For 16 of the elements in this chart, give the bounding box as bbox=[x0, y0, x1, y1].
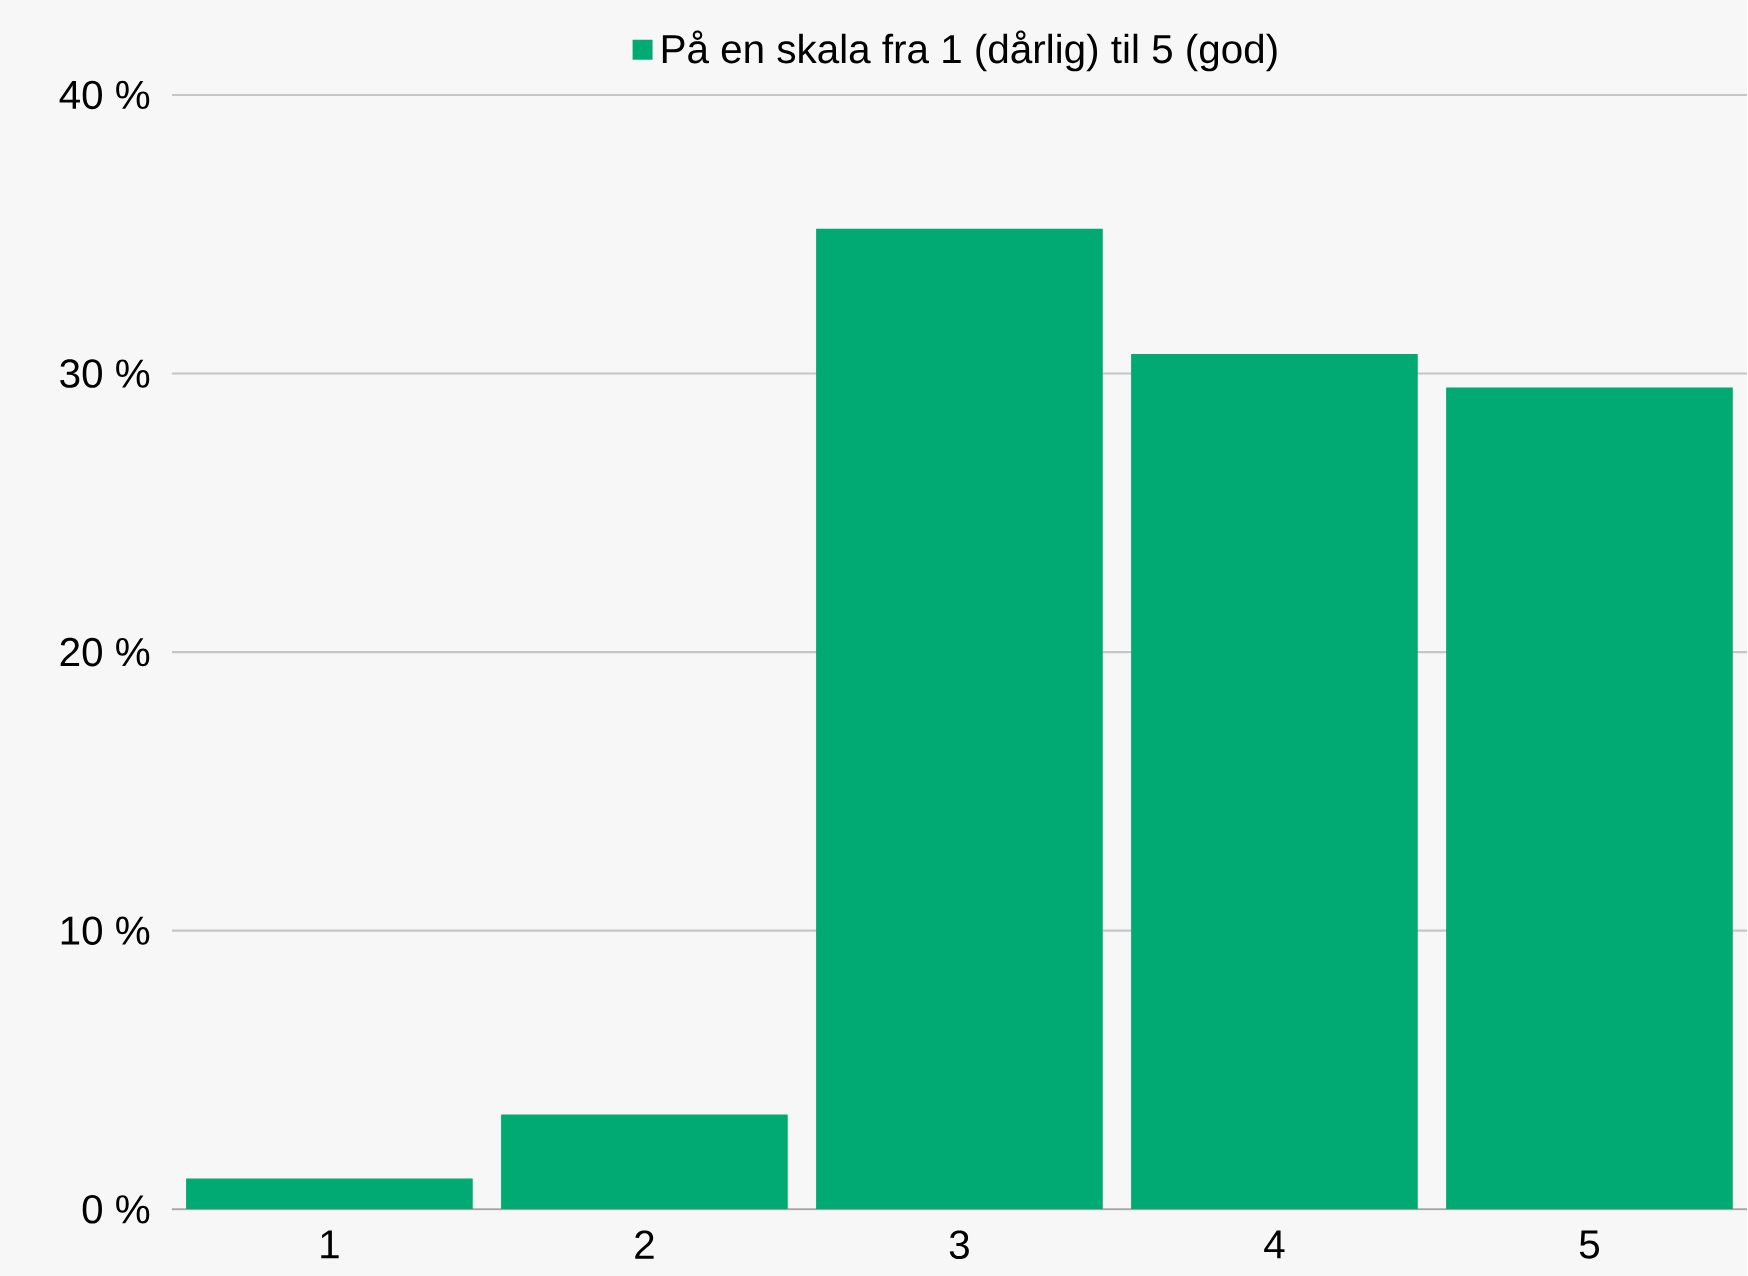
y-tick-label: 0 % bbox=[82, 1194, 150, 1224]
y-tick-label: 20 % bbox=[60, 637, 150, 667]
y-tick-label: 30 % bbox=[60, 359, 150, 388]
legend-label: På en skala fra 1 (dårlig) til 5 (god) bbox=[662, 30, 1277, 72]
x-tick-label: 4 bbox=[1264, 1230, 1285, 1259]
y-tick-label: 10 % bbox=[61, 916, 150, 945]
y-tick-label: 40 % bbox=[59, 80, 150, 110]
x-tick-label: 1 bbox=[321, 1230, 339, 1259]
x-tick-label: 3 bbox=[949, 1230, 969, 1259]
x-tick-label: 2 bbox=[635, 1230, 654, 1259]
bar bbox=[1446, 387, 1733, 1210]
bar bbox=[186, 1178, 473, 1210]
x-tick-label: 5 bbox=[1579, 1230, 1599, 1259]
bar bbox=[816, 228, 1103, 1210]
bar bbox=[501, 1114, 788, 1210]
bar bbox=[1131, 353, 1418, 1210]
